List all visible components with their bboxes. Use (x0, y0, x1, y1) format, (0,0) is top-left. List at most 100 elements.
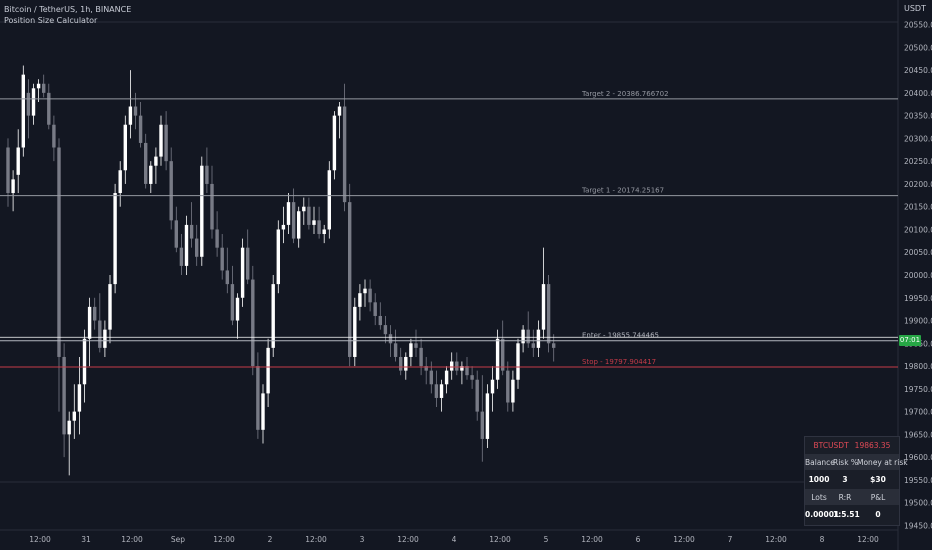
candle-body (536, 329, 541, 348)
candle-body (108, 284, 112, 330)
time-tick-label: 12:00 (581, 535, 603, 544)
candle-body (444, 370, 449, 385)
candle-body (516, 343, 520, 380)
candle-body (179, 247, 184, 266)
candle-body (87, 306, 92, 339)
candle-body (429, 370, 433, 385)
candle-body (307, 206, 311, 225)
position-size-table: BTCUSDT 19863.35 Balance Risk % Money at… (804, 436, 908, 526)
candle-body (546, 284, 551, 344)
candle-body (42, 83, 46, 93)
candle-body (302, 206, 306, 212)
candle-body (506, 370, 510, 403)
candle-body (297, 211, 301, 239)
candle-body (98, 320, 102, 348)
candle-body (26, 92, 31, 116)
candle-body (480, 411, 484, 439)
candle-body (205, 165, 209, 184)
candle-body (526, 329, 530, 344)
candle-body (276, 229, 280, 285)
candle-body (77, 384, 82, 412)
time-tick-label: 12:00 (857, 535, 879, 544)
table-title-row: BTCUSDT 19863.35 (805, 437, 899, 453)
candle-body (154, 156, 158, 166)
time-tick-label: 12:00 (765, 535, 787, 544)
candle-body (450, 361, 454, 371)
time-tick-label: 2 (268, 535, 273, 544)
candle-body (138, 115, 143, 143)
price-tick-label: 19950.00 (904, 294, 932, 303)
candle-body (439, 384, 444, 398)
candle-body (358, 293, 362, 307)
candle-body (220, 247, 224, 271)
currency-label: USDT (904, 4, 926, 13)
time-tick-label: 12:00 (29, 535, 51, 544)
time-tick-label: 12:00 (213, 535, 235, 544)
candle-body (348, 202, 352, 357)
candle-body (317, 220, 321, 235)
candle-body (322, 229, 326, 235)
candle-body (465, 366, 469, 376)
header-money-at-risk: Money at risk (857, 457, 908, 467)
candle-body (31, 88, 36, 116)
candle-body (414, 343, 418, 348)
candle-body (128, 106, 133, 125)
time-tick-label: 12:00 (305, 535, 327, 544)
candle-body (174, 220, 178, 248)
table-header-row: Lots R:R P&L (805, 489, 899, 505)
candle-body (286, 202, 291, 225)
candle-body (21, 74, 25, 148)
candle-body (332, 115, 337, 171)
candle-body (246, 247, 250, 280)
price-tick-label: 19750.00 (904, 385, 932, 394)
candle-body (57, 147, 61, 357)
level-label: Target 1 - 20174.25167 (581, 187, 664, 195)
candle-body (388, 334, 393, 344)
price-tick-label: 19600.00 (904, 453, 932, 462)
time-tick-label: 6 (636, 535, 641, 544)
candle-body (373, 302, 377, 316)
candle-body (144, 142, 148, 184)
header-rr: R:R (838, 492, 852, 502)
price-tick-label: 20200.00 (904, 180, 932, 189)
candle-body (541, 284, 546, 330)
level-label: Target 2 - 20386.766702 (581, 90, 669, 98)
candle-body (123, 124, 127, 171)
candle-body (327, 170, 331, 230)
value-rr: 1:5.51 (833, 509, 860, 519)
candle-body (511, 379, 515, 403)
candle-body (521, 329, 525, 344)
candle-body (210, 183, 214, 230)
table-value-row: 1000 3 $30 (805, 471, 899, 487)
candle-body (399, 356, 403, 371)
chart-header: Bitcoin / TetherUS, 1h, BINANCE Position… (4, 4, 131, 26)
time-tick-label: 7 (728, 535, 733, 544)
candle-body (118, 170, 122, 194)
candle-body (531, 343, 535, 348)
candle-body (353, 306, 357, 357)
candle-body (281, 224, 286, 230)
candle-body (495, 338, 500, 380)
price-tick-label: 20350.00 (904, 112, 932, 121)
price-tick-label: 20550.00 (904, 21, 932, 30)
symbol-title[interactable]: Bitcoin / TetherUS, 1h, BINANCE (4, 5, 132, 14)
price-tick-label: 20450.00 (904, 66, 932, 75)
time-tick-label: 12:00 (489, 535, 511, 544)
candle-body (225, 270, 229, 285)
candle-body (200, 165, 204, 257)
candle-body (393, 343, 398, 357)
candle-body (312, 220, 316, 225)
candle-body (16, 147, 20, 175)
candle-body (419, 347, 423, 367)
time-tick-label: 8 (820, 535, 825, 544)
candle-body (113, 193, 117, 285)
candle-body (215, 229, 219, 248)
candle-body (195, 238, 199, 257)
indicator-title[interactable]: Position Size Calculator (4, 16, 98, 25)
price-tick-label: 19900.00 (904, 317, 932, 326)
candle-body (501, 338, 505, 371)
candle-body (251, 279, 255, 367)
candle-body (62, 356, 66, 435)
candle-body (240, 247, 245, 298)
